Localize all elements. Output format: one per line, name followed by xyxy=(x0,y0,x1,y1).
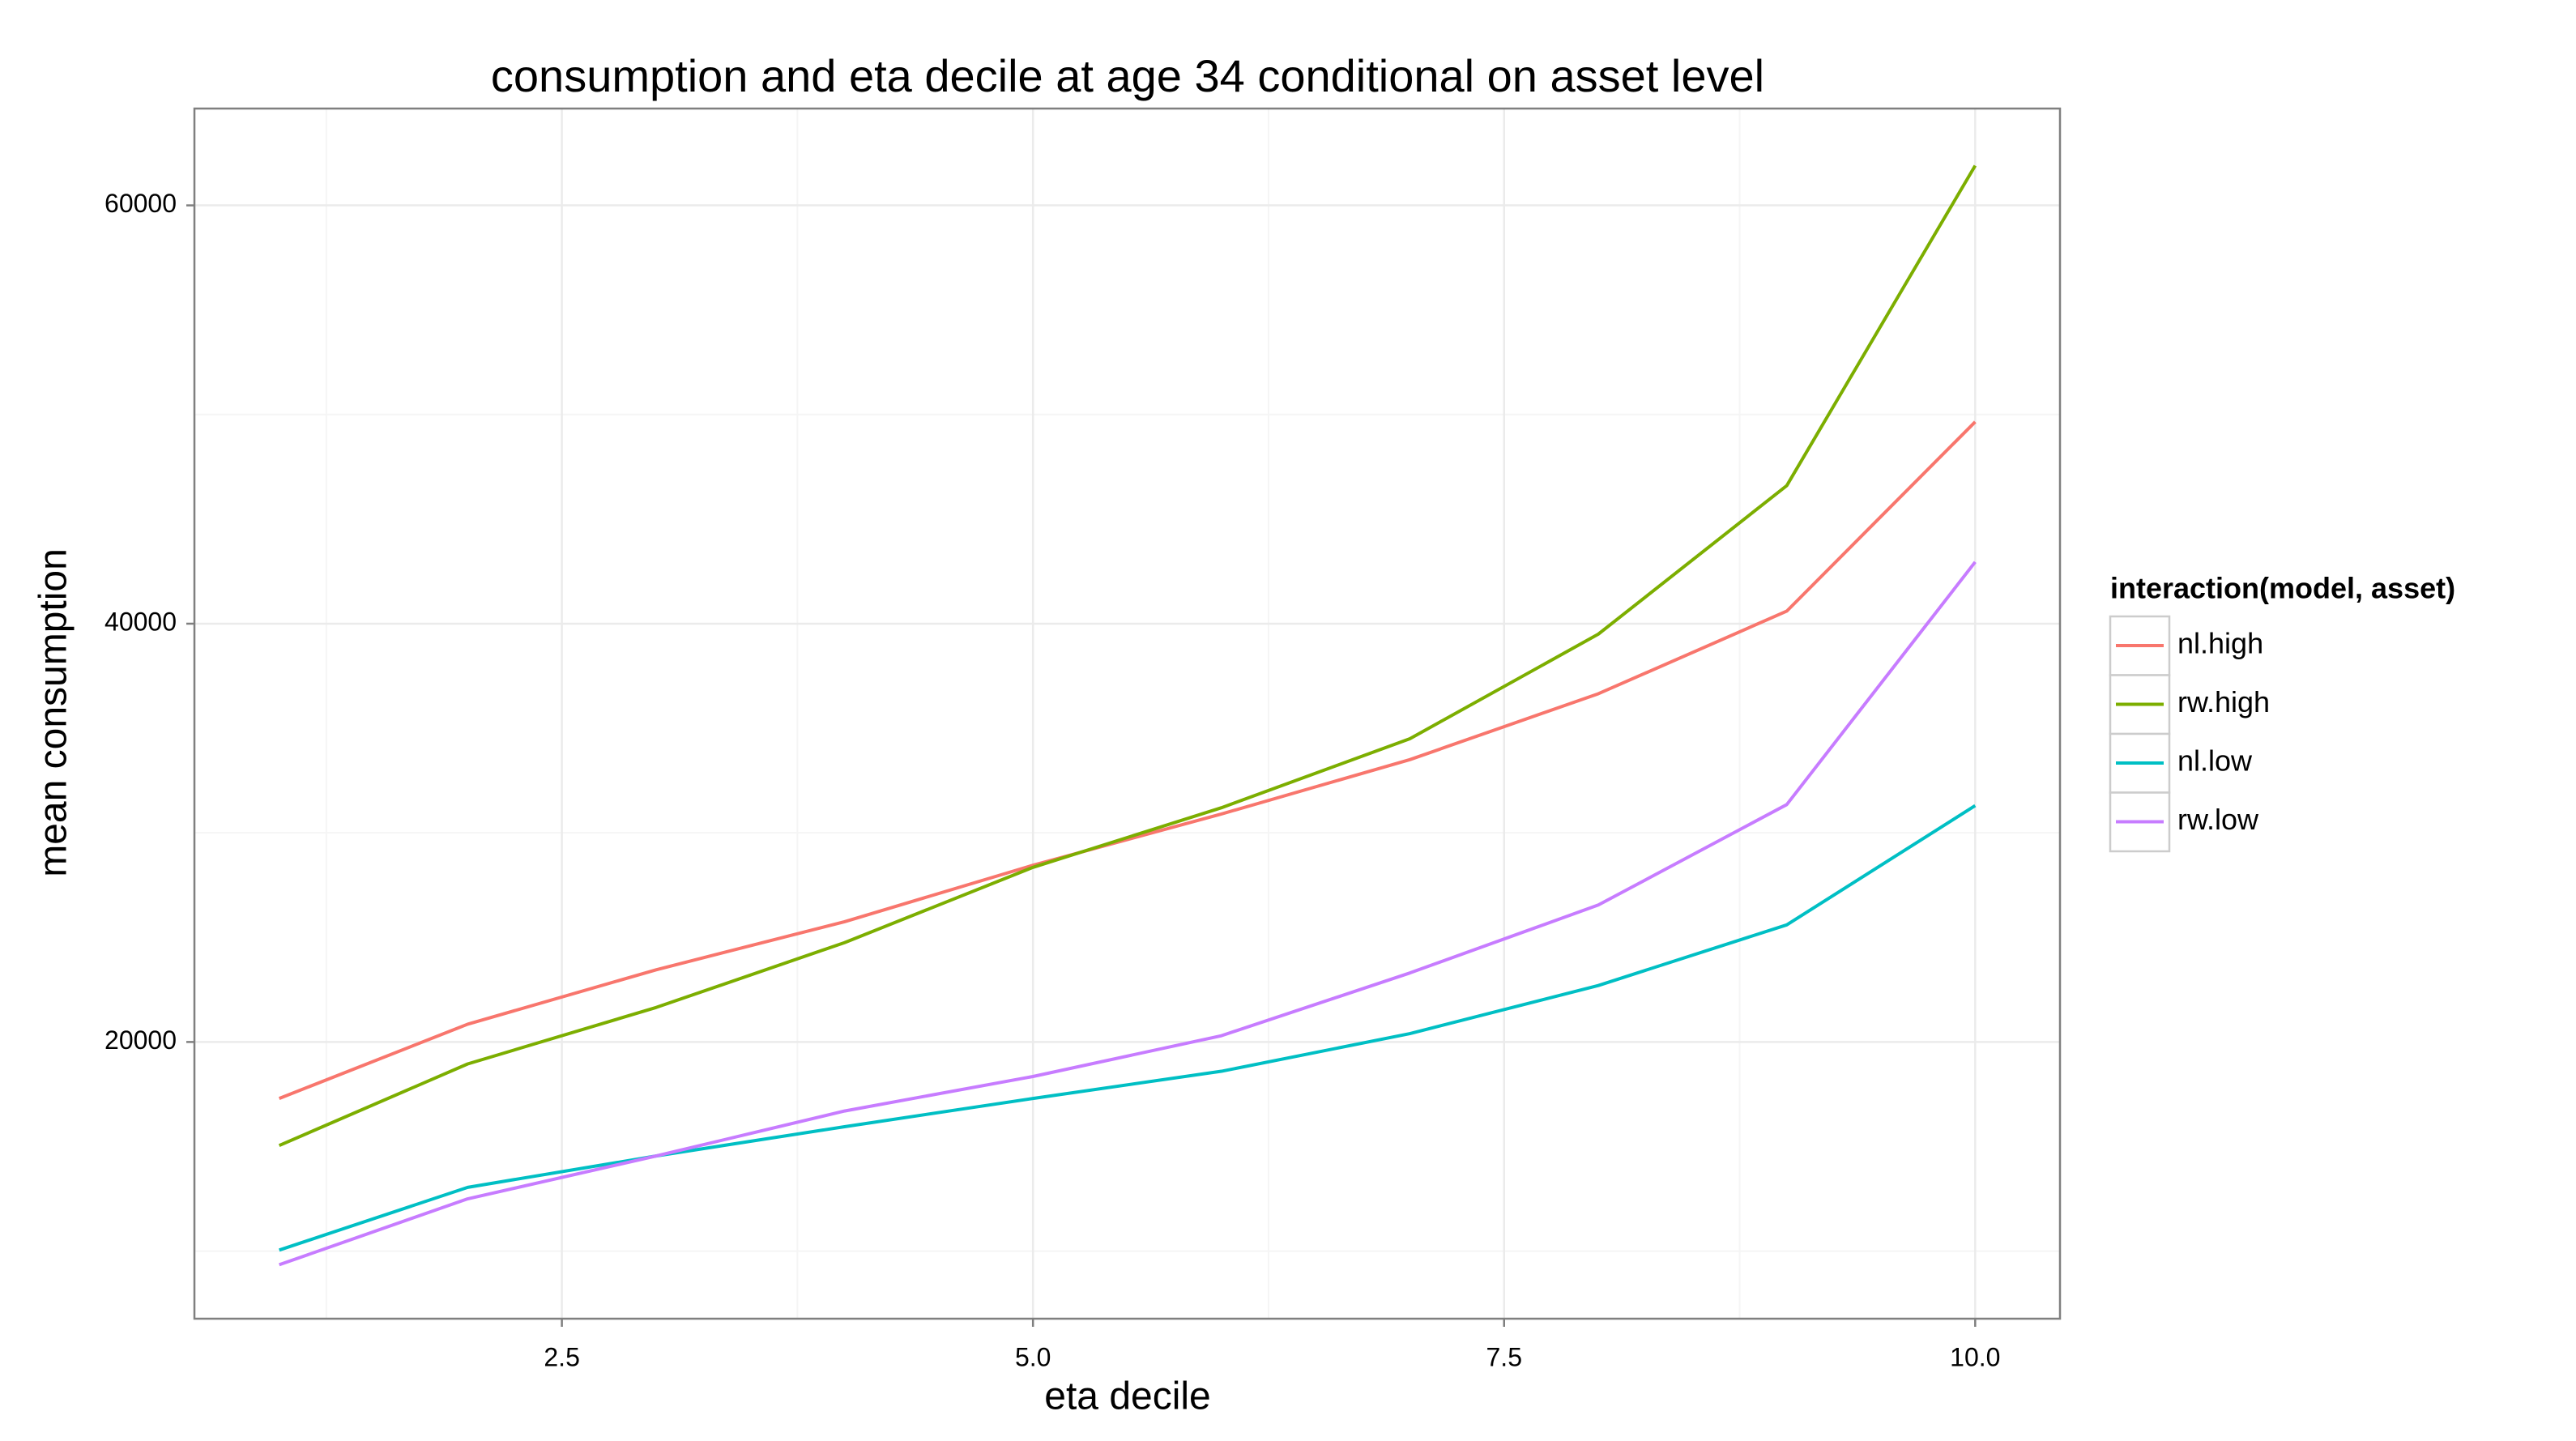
panel-border xyxy=(193,107,2062,1320)
data-line xyxy=(279,561,1977,1267)
legend-label: rw.low xyxy=(2177,803,2259,836)
x-axis-title: eta decile xyxy=(1044,1375,1210,1418)
x-tick-label: 7.5 xyxy=(1486,1342,1522,1371)
legend-label: nl.low xyxy=(2177,744,2253,778)
y-axis-title: mean consumption xyxy=(32,548,75,877)
legend-label: rw.high xyxy=(2177,685,2270,718)
y-tick-label: 40000 xyxy=(104,607,177,636)
x-tick-label: 5.0 xyxy=(1015,1342,1051,1371)
legend-title: interaction(model, asset) xyxy=(2110,572,2455,605)
legend-label: nl.high xyxy=(2177,627,2263,660)
y-tick-label: 60000 xyxy=(104,189,177,218)
chart-title: consumption and eta decile at age 34 con… xyxy=(491,50,1764,101)
y-tick-label: 20000 xyxy=(104,1025,177,1055)
x-tick-label: 10.0 xyxy=(1950,1342,2000,1371)
data-line xyxy=(278,164,1977,1148)
x-tick-label: 2.5 xyxy=(544,1342,579,1371)
plot-panel xyxy=(194,109,2060,1319)
data-line xyxy=(278,420,1977,1100)
data-line xyxy=(279,804,1977,1252)
